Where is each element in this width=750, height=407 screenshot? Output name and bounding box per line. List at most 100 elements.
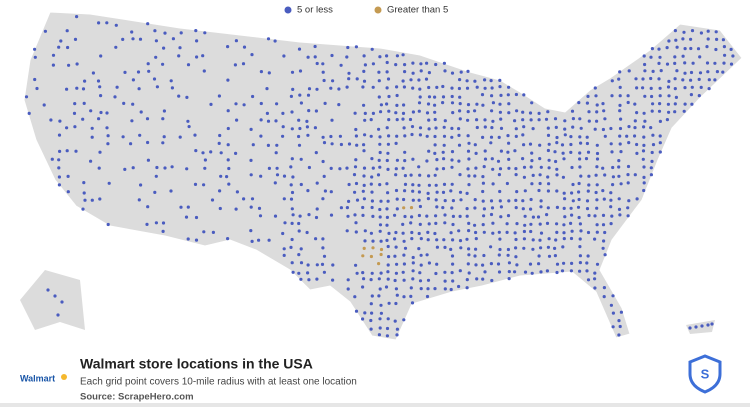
store-dot (370, 190, 374, 194)
store-dot (131, 78, 135, 82)
store-dot (626, 214, 630, 218)
store-dot (353, 111, 357, 115)
store-dot (546, 206, 550, 210)
store-dot (586, 278, 591, 282)
store-dot (681, 78, 685, 82)
store-dot (419, 263, 423, 267)
store-dot (362, 143, 366, 147)
store-dot (609, 191, 613, 195)
store-dot (674, 38, 678, 42)
store-dot (386, 277, 390, 281)
store-dot (489, 245, 493, 249)
store-dot (490, 206, 495, 210)
store-dot (322, 78, 326, 83)
store-dot (385, 102, 389, 106)
store-dot (450, 86, 454, 90)
store-dot (377, 294, 381, 298)
store-dot (96, 79, 101, 83)
store-dot (474, 247, 478, 251)
store-dot (425, 159, 429, 163)
store-dot (507, 85, 511, 89)
store-dot (315, 277, 319, 281)
store-dot (513, 231, 517, 235)
store-dot (417, 78, 421, 82)
store-dot (394, 271, 398, 275)
store-dot (626, 206, 630, 210)
store-dot (466, 69, 470, 73)
store-dot (361, 254, 365, 258)
store-dot (250, 239, 254, 243)
store-dot (90, 198, 94, 202)
store-dot (578, 222, 583, 226)
store-dot (673, 87, 677, 91)
store-dot (633, 134, 637, 138)
store-dot (233, 63, 237, 67)
legend-dot (374, 6, 382, 14)
store-dot (451, 238, 455, 242)
store-dot (481, 135, 485, 139)
store-dot (547, 237, 551, 241)
store-dot (514, 206, 518, 210)
store-dot (419, 69, 423, 73)
store-dot (530, 101, 534, 105)
store-dot (633, 102, 637, 106)
store-dot (234, 151, 238, 155)
store-dot (522, 165, 527, 169)
store-dot (617, 207, 622, 211)
store-dot (603, 134, 607, 138)
store-dot (362, 69, 366, 73)
store-dot (475, 118, 479, 122)
store-dot (576, 205, 581, 209)
store-dot (347, 199, 351, 203)
store-dot (467, 183, 471, 187)
store-dot (450, 135, 454, 139)
store-dot (353, 295, 357, 299)
store-dot (249, 205, 253, 209)
store-dot (482, 207, 486, 211)
store-dot (441, 95, 446, 99)
store-dot (154, 174, 158, 178)
store-dot (385, 86, 389, 90)
store-dot (106, 142, 110, 146)
store-dot (266, 143, 270, 147)
store-dot (99, 54, 103, 58)
store-dot (617, 77, 621, 81)
store-dot (618, 94, 622, 98)
store-dot (394, 230, 398, 235)
store-dot (507, 277, 511, 281)
store-dot (242, 45, 247, 49)
store-dot (363, 311, 367, 315)
store-dot (97, 21, 101, 25)
store-dot (474, 166, 478, 170)
store-dot (443, 279, 447, 283)
store-dot (378, 183, 382, 187)
store-dot (618, 103, 622, 107)
store-dot (546, 245, 551, 249)
store-dot (609, 142, 613, 146)
store-dot (475, 277, 479, 281)
store-dot (441, 167, 446, 171)
store-dot (323, 101, 327, 105)
store-dot (595, 157, 600, 161)
store-dot (626, 164, 631, 169)
store-dot (498, 78, 502, 82)
store-dot (530, 151, 534, 155)
store-dot (595, 110, 599, 114)
store-dot (569, 236, 574, 241)
store-dot (137, 87, 141, 91)
store-dot (417, 165, 421, 169)
store-dot (545, 221, 550, 225)
store-dot (569, 142, 573, 147)
store-dot (499, 126, 504, 130)
store-dot (377, 158, 381, 162)
store-dot (539, 231, 544, 235)
store-dot (379, 103, 383, 107)
store-dot (379, 311, 383, 315)
store-dot (163, 166, 167, 170)
store-dot (441, 190, 446, 194)
store-dot (387, 134, 391, 138)
store-dot (361, 213, 365, 217)
store-dot (154, 55, 158, 59)
store-dot (627, 199, 631, 203)
store-dot (699, 85, 703, 89)
